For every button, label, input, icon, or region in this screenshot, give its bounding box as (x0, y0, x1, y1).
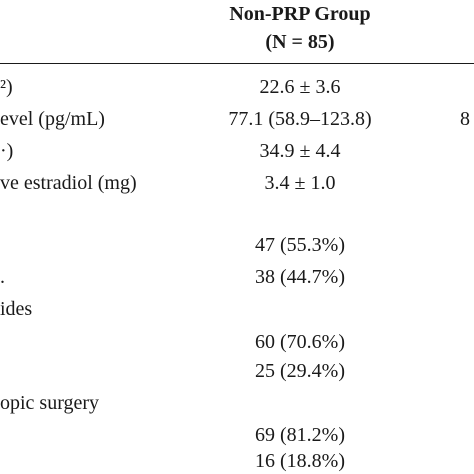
table-row: 16 (18.8%) (0, 448, 474, 474)
table-row: 60 (70.6%) (0, 329, 474, 355)
row-value: 69 (81.2%) (255, 424, 345, 446)
table-row: 69 (81.2%) (0, 422, 474, 448)
row-value: 77.1 (58.9–123.8) (228, 108, 372, 130)
table-row: 47 (55.3%) (0, 232, 474, 258)
row-value: 47 (55.3%) (255, 234, 345, 256)
column-header-group: Non-PRP Group (229, 3, 371, 25)
row-value: 16 (18.8%) (255, 450, 345, 472)
row-label: evel (pg/mL) (0, 108, 105, 130)
table-row: evel (pg/mL) 77.1 (58.9–123.8) 8 (0, 106, 474, 132)
row-label: opic surgery (0, 392, 100, 414)
row-value: 22.6 ± 3.6 (259, 76, 341, 98)
table-row: ides (0, 296, 474, 322)
row-value: 25 (29.4%) (255, 360, 345, 382)
table-row: opic surgery (0, 390, 474, 416)
row-label: ides (0, 298, 33, 320)
column-header-n: (N = 85) (265, 31, 335, 53)
table-row: ve estradiol (mg) 3.4 ± 1.0 (0, 170, 474, 196)
row-value: 34.9 ± 4.4 (259, 140, 341, 162)
row-value: 38 (44.7%) (255, 266, 345, 288)
row-label: ve estradiol (mg) (0, 172, 137, 194)
row-value-next-column: 8 (460, 108, 470, 130)
table-row: 25 (29.4%) (0, 358, 474, 384)
table-row: ·) 34.9 ± 4.4 (0, 138, 474, 164)
row-label: . (0, 266, 5, 288)
header-rule (0, 63, 474, 64)
row-value: 60 (70.6%) (255, 331, 345, 353)
table-row: ²) 22.6 ± 3.6 (0, 74, 474, 100)
table-row (0, 202, 474, 228)
row-label: ·) (0, 140, 14, 162)
row-value: 3.4 ± 1.0 (264, 172, 336, 194)
table-row: . 38 (44.7%) (0, 264, 474, 290)
row-label: ²) (0, 76, 13, 98)
